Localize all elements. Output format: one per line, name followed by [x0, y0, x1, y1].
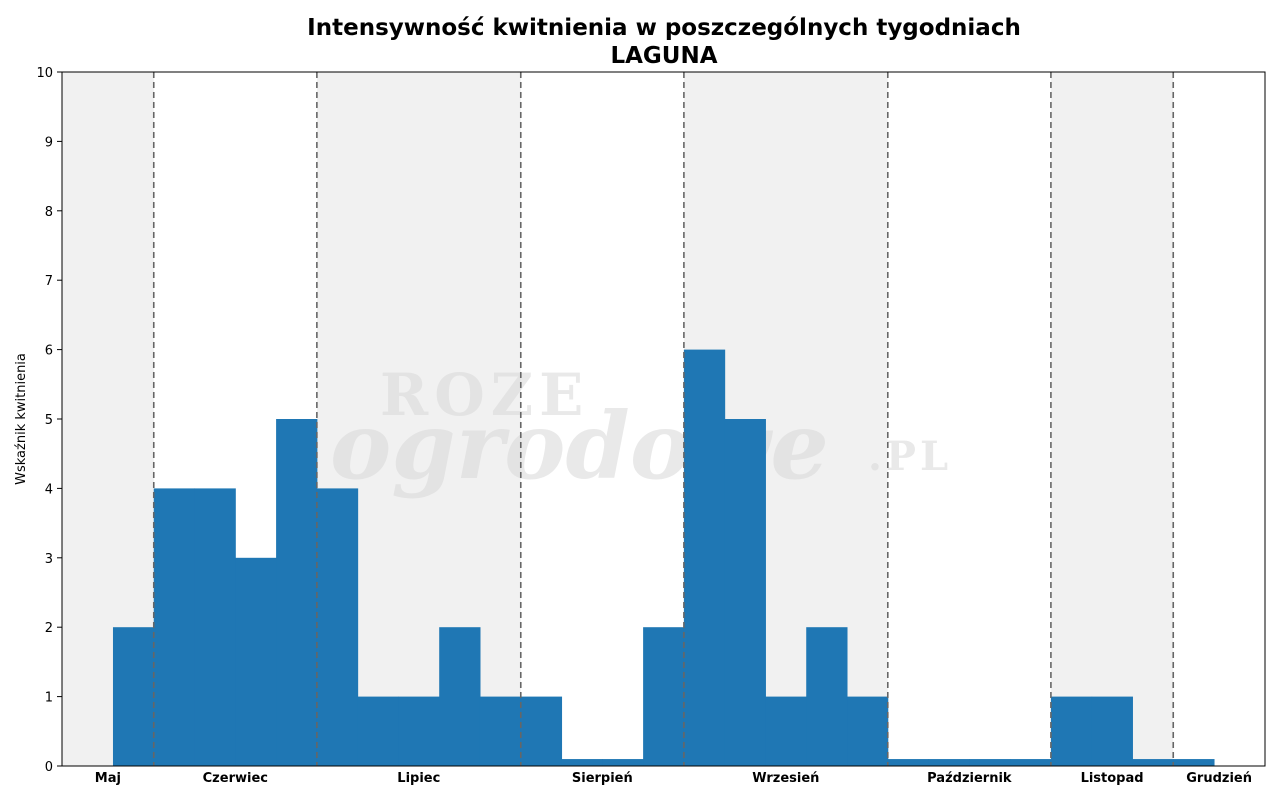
bar: [1132, 759, 1174, 766]
y-tick-label: 3: [45, 552, 53, 567]
bar: [1050, 696, 1093, 766]
month-label: Lipiec: [397, 771, 440, 786]
y-tick-label: 10: [36, 66, 53, 81]
bar: [724, 419, 766, 766]
y-tick-label: 7: [45, 274, 53, 289]
bar: [479, 696, 522, 766]
bar: [316, 488, 359, 766]
y-tick-label: 6: [45, 344, 53, 359]
bar: [276, 419, 318, 766]
chart-subtitle: LAGUNA: [610, 43, 717, 69]
watermark-pl: .PL: [868, 433, 952, 480]
bar: [887, 759, 930, 766]
bar: [969, 759, 1011, 766]
y-tick-label: 5: [45, 413, 53, 428]
month-label: Wrzesień: [752, 771, 819, 786]
bar: [561, 759, 603, 766]
x-axis-month-labels: Maj Czerwiec Lipiec Sierpień Wrzesień Paździe…: [95, 771, 1252, 786]
bar: [1091, 696, 1133, 766]
month-shading: [62, 72, 1174, 766]
bar: [194, 488, 236, 766]
y-tick-label: 1: [45, 691, 53, 706]
month-label: Październik: [927, 771, 1012, 786]
bar-series: [112, 349, 1215, 766]
watermark-roze: ROZE: [380, 361, 589, 429]
month-label: Grudzień: [1186, 771, 1252, 786]
bar: [398, 696, 440, 766]
chart-title: Intensywność kwitnienia w poszczególnych…: [307, 15, 1021, 41]
y-axis-ticks: 0 1 2 3 4 5 6 7 8 9 10: [36, 66, 62, 775]
y-tick-label: 8: [45, 205, 53, 220]
bar: [439, 627, 481, 766]
y-tick-label: 9: [45, 135, 53, 150]
bar: [765, 696, 807, 766]
month-shade: [1050, 72, 1174, 766]
month-label: Listopad: [1081, 771, 1144, 786]
month-dividers: [152, 72, 1175, 766]
bar: [643, 627, 685, 766]
month-label: Maj: [95, 771, 121, 786]
y-axis-label: Wskaźnik kwitnienia: [14, 353, 29, 485]
bar: [357, 696, 399, 766]
bar: [153, 488, 196, 766]
month-label: Czerwiec: [203, 771, 268, 786]
bar: [806, 627, 848, 766]
month-label: Sierpień: [572, 771, 633, 786]
bar: [112, 627, 155, 766]
bar: [847, 696, 889, 766]
bar: [520, 696, 563, 766]
bar: [1010, 759, 1052, 766]
bar: [683, 349, 726, 766]
y-tick-label: 2: [45, 621, 53, 636]
y-tick-label: 0: [45, 760, 53, 775]
bar: [602, 759, 644, 766]
bar: [235, 557, 277, 766]
y-tick-label: 4: [45, 482, 53, 497]
bar: [928, 759, 970, 766]
bar: [1173, 759, 1215, 766]
